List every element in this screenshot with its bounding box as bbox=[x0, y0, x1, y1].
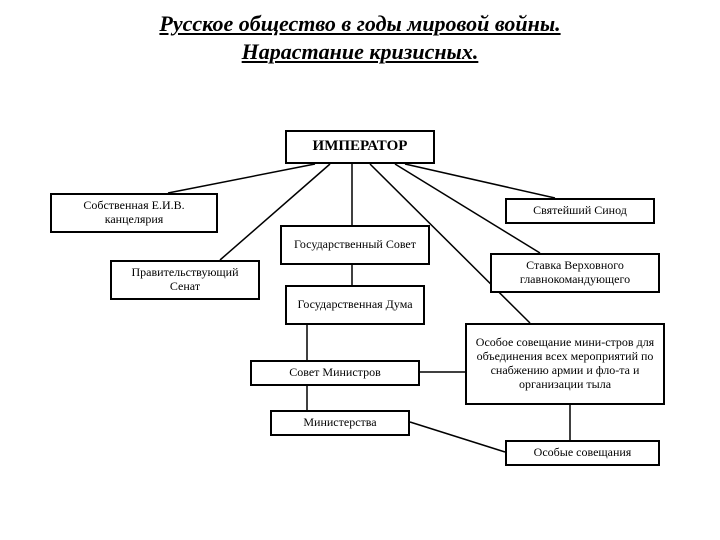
node-label: Святейший Синод bbox=[533, 204, 627, 218]
node-label: Совет Министров bbox=[289, 366, 381, 380]
node-label: Ставка Верховного главнокомандующего bbox=[496, 259, 654, 287]
node-label: Особое совещание мини-стров для объедине… bbox=[471, 336, 659, 391]
node-label: Собственная Е.И.В. канцелярия bbox=[56, 199, 212, 227]
node-synod: Святейший Синод bbox=[505, 198, 655, 224]
node-emperor: ИМПЕРАТОР bbox=[285, 130, 435, 164]
node-special-confs: Особые совещания bbox=[505, 440, 660, 466]
node-senate: Правительствующий Сенат bbox=[110, 260, 260, 300]
node-duma: Государственная Дума bbox=[285, 285, 425, 325]
node-label: Особые совещания bbox=[534, 446, 632, 460]
node-state-council: Государственный Совет bbox=[280, 225, 430, 265]
title-line-1: Русское общество в годы мировой войны. bbox=[159, 11, 560, 36]
node-label: Государственный Совет bbox=[294, 238, 416, 252]
node-label: ИМПЕРАТОР bbox=[313, 138, 408, 155]
page-title: Русское общество в годы мировой войны. Н… bbox=[80, 10, 640, 65]
node-label: Правительствующий Сенат bbox=[116, 266, 254, 294]
node-special-conf: Особое совещание мини-стров для объедине… bbox=[465, 323, 665, 405]
node-label: Министерства bbox=[303, 416, 376, 430]
title-line-2: Нарастание кризисных. bbox=[242, 39, 479, 64]
node-chancery: Собственная Е.И.В. канцелярия bbox=[50, 193, 218, 233]
node-council-ministers: Совет Министров bbox=[250, 360, 420, 386]
node-ministries: Министерства bbox=[270, 410, 410, 436]
node-stavka: Ставка Верховного главнокомандующего bbox=[490, 253, 660, 293]
node-label: Государственная Дума bbox=[297, 298, 412, 312]
